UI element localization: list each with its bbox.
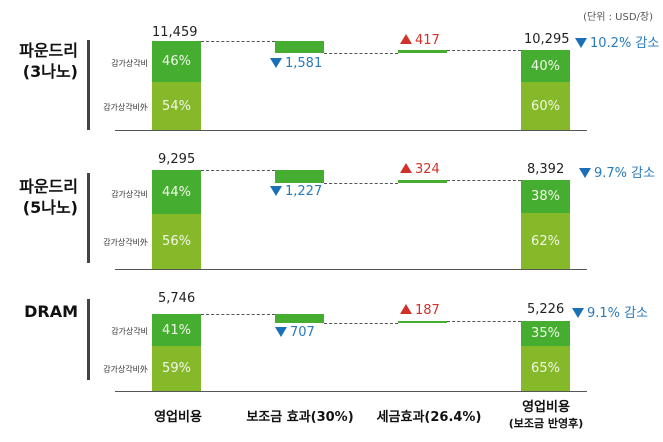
subsidy-bar [275,314,324,323]
opex-depreciation-bar: 44% [152,170,201,214]
after-value: 10,295 [524,32,570,47]
connector-line [201,314,275,315]
after-depreciation-bar: 35% [521,321,570,346]
x-axis [115,130,587,131]
down-triangle-icon [572,308,584,318]
panel-title: 파운드리 (3나노) [19,41,78,81]
row-label-depreciation: 감가상각비 [111,59,148,68]
x-axis [115,391,587,392]
panel-title: DRAM [24,302,78,321]
after-value: 8,392 [527,162,565,177]
panel-divider [87,173,90,263]
tax-value: 324 [400,162,440,177]
panel-divider [87,299,90,380]
after-non-depreciation-bar: 60% [521,82,570,130]
category-subsidy: 보조금 효과(30%) [246,410,354,425]
change-annotation: 9.1% 감소 [572,302,648,321]
tax-bar [398,321,447,323]
down-triangle-icon [270,186,282,196]
down-triangle-icon [575,38,587,48]
opex-value: 5,746 [158,291,196,306]
tax-bar [398,180,447,183]
subsidy-value: 1,227 [270,184,322,199]
after-value: 5,226 [527,302,565,317]
opex-value: 11,459 [152,25,198,40]
down-triangle-icon [275,327,287,337]
after-depreciation-bar: 40% [521,50,570,82]
row-label-non-depreciation: 감가상각비外 [103,365,148,374]
connector-line [201,41,275,42]
tax-value: 417 [400,33,440,48]
subsidy-bar [275,41,324,53]
unit-note: (단위 : USD/장) [583,12,653,23]
category-tax: 세금효과(26.4%) [376,410,482,425]
x-axis [115,269,587,270]
row-label-non-depreciation: 감가상각비外 [103,103,148,112]
panel-title: 파운드리 (5나노) [19,177,78,217]
connector-line [324,183,398,184]
down-triangle-icon [579,168,591,178]
opex-non-depreciation-bar: 56% [152,214,201,269]
up-triangle-icon [400,304,412,314]
after-non-depreciation-bar: 62% [521,213,570,269]
connector-line [447,180,521,181]
subsidy-value: 1,581 [270,56,322,71]
connector-line [447,321,521,322]
opex-non-depreciation-bar: 59% [152,346,201,391]
tax-value: 187 [400,303,440,318]
panel-divider [87,40,90,130]
connector-line [447,50,521,51]
after-depreciation-bar: 38% [521,180,570,213]
connector-line [324,323,398,324]
subsidy-bar [275,170,324,183]
subsidy-value: 707 [275,325,315,340]
connector-line [324,53,398,54]
row-label-depreciation: 감가상각비 [111,327,148,336]
row-label-non-depreciation: 감가상각비外 [103,238,148,247]
up-triangle-icon [400,34,412,44]
connector-line [201,170,275,171]
opex-depreciation-bar: 41% [152,314,201,346]
tax-bar [398,50,447,53]
opex-value: 9,295 [158,152,196,167]
category-opex: 영업비용 [154,410,202,425]
opex-non-depreciation-bar: 54% [152,82,201,130]
category-opex-after: 영업비용 (보조금 반영후) [508,400,584,430]
change-annotation: 10.2% 감소 [575,32,659,51]
up-triangle-icon [400,163,412,173]
down-triangle-icon [270,58,282,68]
change-annotation: 9.7% 감소 [579,162,655,181]
row-label-depreciation: 감가상각비 [111,190,148,199]
opex-depreciation-bar: 46% [152,41,201,82]
after-non-depreciation-bar: 65% [521,346,570,391]
